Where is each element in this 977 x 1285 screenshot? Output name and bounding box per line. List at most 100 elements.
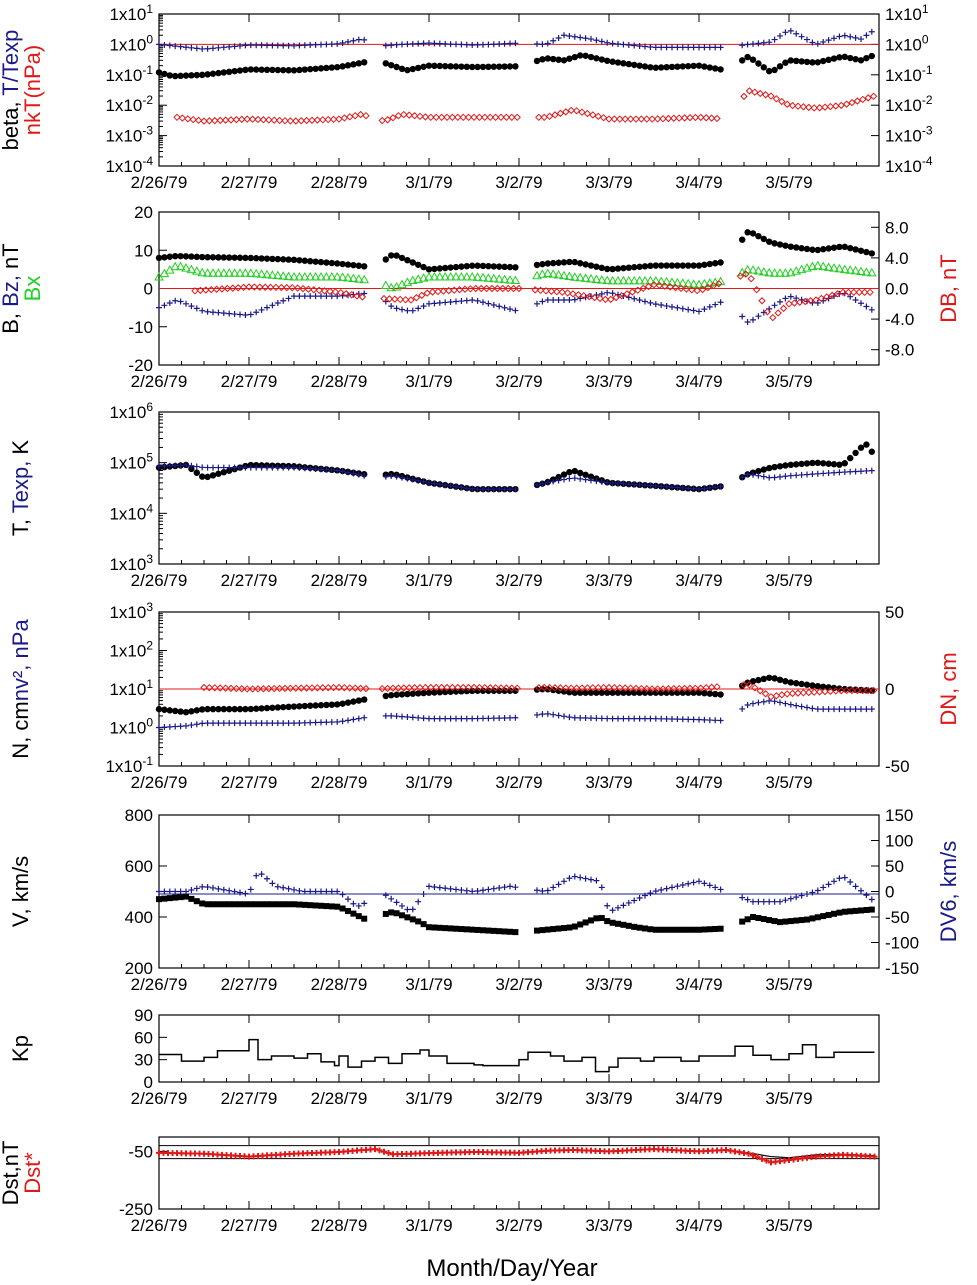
dst-ytick-label: -250	[119, 1200, 153, 1219]
bfield-point	[258, 306, 265, 313]
beta-point	[302, 116, 311, 125]
beta-point	[356, 110, 365, 119]
bfield-point	[852, 296, 859, 303]
velocity-point	[334, 888, 341, 895]
density-point	[690, 716, 697, 723]
beta-point	[631, 42, 638, 49]
density-point	[561, 713, 567, 720]
velocity-point	[809, 889, 816, 896]
temperature-point	[501, 486, 508, 493]
density-point	[339, 700, 346, 707]
density-point	[745, 681, 754, 689]
density-point	[809, 682, 816, 689]
bfield-point	[353, 292, 361, 300]
velocity-point	[571, 873, 578, 880]
beta-point	[253, 42, 260, 49]
velocity-point	[544, 926, 551, 933]
density-point	[285, 720, 292, 727]
velocity-point	[253, 901, 260, 908]
beta-point	[296, 42, 303, 49]
temperature-point	[345, 469, 351, 476]
density-point	[739, 705, 746, 712]
beta-point	[777, 32, 783, 39]
beta-point	[182, 72, 190, 79]
beta-point	[232, 115, 241, 124]
bfield-point	[782, 242, 789, 249]
bfield-point	[807, 261, 818, 271]
bfield-point	[787, 293, 794, 300]
density-point	[751, 684, 759, 692]
density-point	[615, 715, 621, 722]
density-point	[626, 684, 635, 692]
temperature-point	[820, 460, 827, 467]
bfield-point	[452, 263, 460, 271]
bfield-point	[213, 268, 224, 277]
beta-point	[258, 42, 265, 49]
beta-point	[648, 115, 656, 123]
density-point	[426, 715, 432, 722]
density-point	[814, 706, 821, 713]
density-point	[215, 705, 222, 713]
velocity-point	[852, 907, 859, 914]
density-point	[868, 706, 875, 713]
beta-point	[490, 63, 497, 70]
temperature-point	[382, 473, 389, 480]
beta-point	[750, 40, 756, 47]
density-point	[707, 683, 716, 691]
beta-point	[480, 41, 486, 48]
bfield-point	[307, 293, 314, 300]
density-point	[183, 722, 189, 729]
temperature-point	[231, 464, 238, 471]
bfield-point	[749, 230, 757, 237]
velocity-point	[345, 896, 351, 903]
bfield-point	[612, 293, 620, 302]
density-point	[345, 717, 351, 724]
velocity-point	[847, 908, 854, 915]
density-point	[415, 714, 422, 721]
bfield-point	[763, 308, 772, 316]
beta-point	[652, 64, 659, 71]
velocity-point	[804, 891, 810, 898]
bfield-point	[223, 284, 232, 293]
bfield-date-label: 2/26/79	[131, 372, 188, 391]
bfield-point	[342, 290, 350, 298]
density-point	[388, 692, 395, 699]
bfield-point	[857, 247, 865, 254]
density-point	[253, 720, 260, 727]
beta-point	[156, 41, 162, 48]
beta-point	[502, 113, 511, 122]
density-point	[329, 683, 338, 692]
bfield-point	[677, 278, 688, 287]
temperature-point	[793, 472, 800, 479]
temperature-point	[469, 485, 476, 492]
velocity-ytick-label: 600	[125, 857, 153, 876]
bfield-point	[326, 272, 337, 281]
velocity-point	[393, 899, 400, 906]
bfield-point	[856, 266, 866, 276]
temperature-point	[507, 486, 513, 493]
bfield-point	[803, 245, 811, 253]
velocity-point	[458, 926, 465, 933]
density-point	[643, 685, 651, 693]
beta-point	[427, 113, 435, 122]
bfield-point	[847, 244, 854, 252]
velocity-point	[220, 886, 227, 893]
density-point	[717, 717, 724, 724]
bfield-point	[712, 260, 719, 267]
density-point	[539, 711, 546, 718]
beta-point	[323, 41, 330, 48]
temperature-point	[582, 471, 589, 479]
bfield-point	[328, 259, 335, 267]
bfield-point	[550, 296, 557, 303]
bfield-point	[385, 295, 394, 303]
temperature-point	[226, 464, 233, 471]
beta-point	[760, 39, 767, 46]
velocity-point	[361, 915, 368, 922]
velocity-point	[750, 914, 756, 920]
beta-point	[641, 63, 649, 70]
density-point	[550, 711, 557, 718]
density-point	[663, 715, 670, 722]
beta-point	[393, 41, 400, 48]
temperature-point	[793, 461, 800, 468]
density-point	[508, 684, 516, 692]
